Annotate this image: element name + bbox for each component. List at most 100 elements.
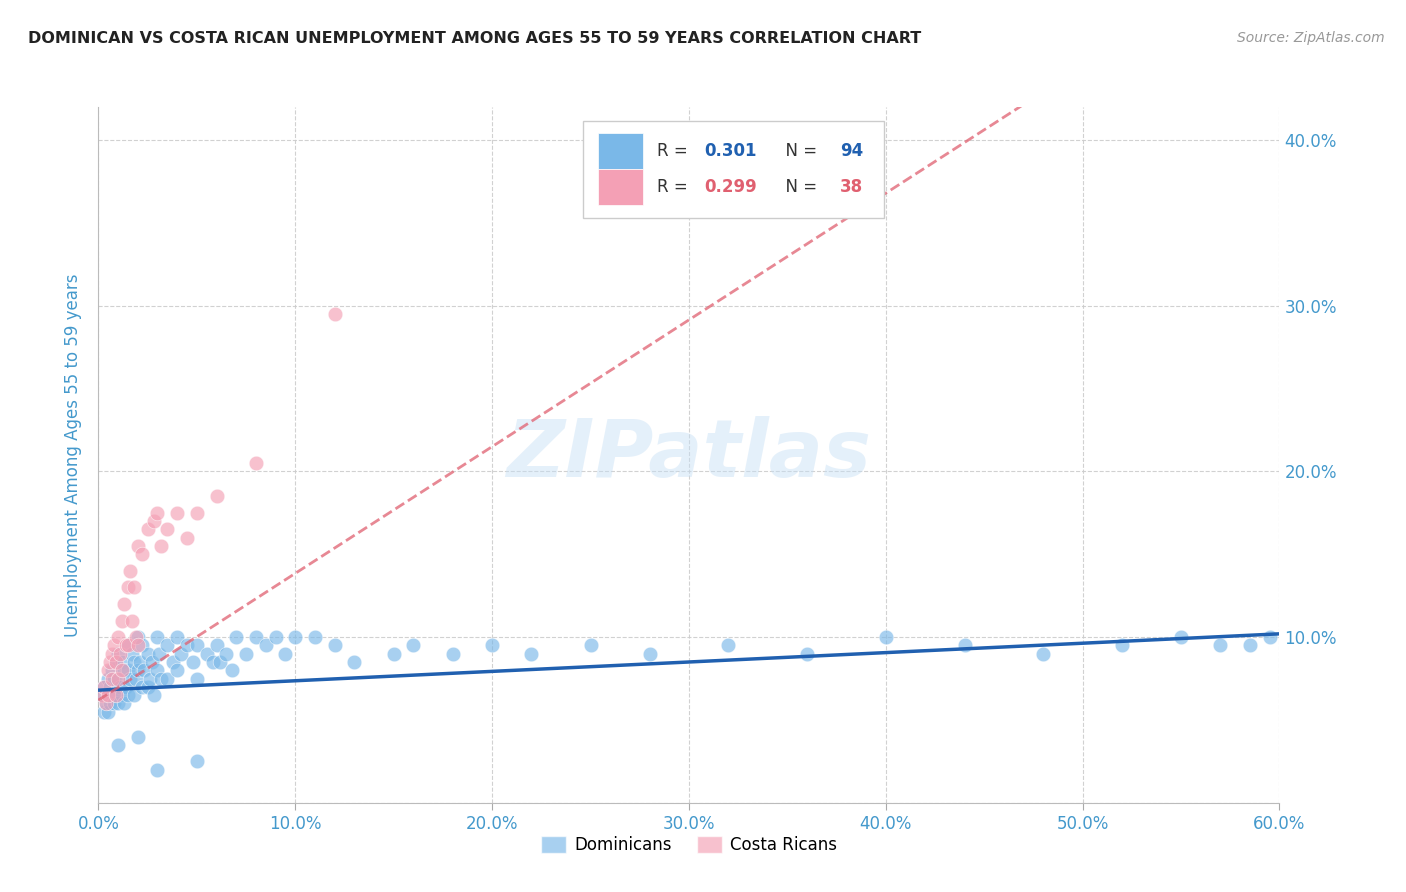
Point bbox=[1170, 630, 1192, 644]
Point bbox=[579, 639, 602, 653]
Point bbox=[96, 697, 118, 711]
Point bbox=[274, 647, 297, 661]
Point bbox=[122, 688, 145, 702]
Point bbox=[235, 647, 257, 661]
Text: 0.301: 0.301 bbox=[704, 142, 756, 160]
Text: R =: R = bbox=[657, 178, 693, 196]
Point bbox=[166, 663, 188, 677]
Point bbox=[1111, 639, 1133, 653]
Point bbox=[127, 730, 149, 744]
Point bbox=[1032, 647, 1054, 661]
Point bbox=[186, 755, 208, 769]
Point bbox=[91, 688, 114, 702]
Point bbox=[156, 672, 179, 686]
Point bbox=[122, 581, 145, 595]
Y-axis label: Unemployment Among Ages 55 to 59 years: Unemployment Among Ages 55 to 59 years bbox=[65, 273, 83, 637]
Point bbox=[176, 531, 198, 545]
Point bbox=[117, 663, 139, 677]
Point bbox=[115, 680, 138, 694]
Point bbox=[146, 630, 169, 644]
Point bbox=[111, 655, 134, 669]
Point bbox=[107, 672, 129, 686]
Point bbox=[108, 647, 131, 661]
Point bbox=[103, 639, 125, 653]
Point bbox=[103, 697, 125, 711]
Point bbox=[107, 738, 129, 752]
Point bbox=[138, 672, 160, 686]
Text: N =: N = bbox=[775, 142, 823, 160]
Point bbox=[97, 688, 120, 702]
Point bbox=[97, 663, 120, 677]
Point bbox=[186, 506, 208, 520]
Point bbox=[146, 506, 169, 520]
Point bbox=[148, 647, 170, 661]
Point bbox=[112, 663, 135, 677]
Point bbox=[97, 688, 120, 702]
Point bbox=[128, 655, 150, 669]
Point bbox=[117, 688, 139, 702]
Point bbox=[717, 639, 740, 653]
Point bbox=[166, 506, 188, 520]
Point bbox=[103, 672, 125, 686]
Point bbox=[170, 647, 193, 661]
Point bbox=[132, 663, 155, 677]
Point bbox=[91, 688, 114, 702]
Point bbox=[343, 655, 366, 669]
Point bbox=[323, 639, 346, 653]
FancyBboxPatch shape bbox=[582, 121, 884, 219]
Point bbox=[121, 614, 143, 628]
Point bbox=[201, 655, 224, 669]
Point bbox=[107, 647, 129, 661]
Point bbox=[98, 697, 121, 711]
Point bbox=[205, 639, 228, 653]
Point bbox=[107, 697, 129, 711]
Point bbox=[131, 680, 153, 694]
Point bbox=[638, 647, 661, 661]
Point bbox=[93, 680, 115, 694]
Point bbox=[1239, 639, 1261, 653]
Point bbox=[111, 614, 134, 628]
Point bbox=[402, 639, 425, 653]
Point bbox=[122, 655, 145, 669]
Point bbox=[117, 639, 139, 653]
Point bbox=[304, 630, 326, 644]
Point bbox=[136, 680, 159, 694]
Point bbox=[101, 688, 124, 702]
Text: ZIPatlas: ZIPatlas bbox=[506, 416, 872, 494]
Point bbox=[127, 663, 149, 677]
FancyBboxPatch shape bbox=[598, 133, 643, 169]
Point bbox=[1258, 630, 1281, 644]
Point bbox=[146, 663, 169, 677]
Point bbox=[162, 655, 184, 669]
Point bbox=[225, 630, 247, 644]
Point bbox=[142, 514, 165, 528]
Point bbox=[125, 630, 148, 644]
Point bbox=[195, 647, 218, 661]
Point bbox=[1209, 639, 1232, 653]
Point bbox=[141, 655, 163, 669]
Point bbox=[127, 539, 149, 553]
Point bbox=[205, 489, 228, 503]
Point bbox=[136, 523, 159, 537]
Text: R =: R = bbox=[657, 142, 693, 160]
Point bbox=[245, 456, 267, 470]
Point bbox=[131, 547, 153, 561]
Point bbox=[98, 680, 121, 694]
Point bbox=[186, 639, 208, 653]
Point bbox=[111, 663, 134, 677]
Text: DOMINICAN VS COSTA RICAN UNEMPLOYMENT AMONG AGES 55 TO 59 YEARS CORRELATION CHAR: DOMINICAN VS COSTA RICAN UNEMPLOYMENT AM… bbox=[28, 31, 921, 46]
Point bbox=[796, 647, 818, 661]
Point bbox=[176, 639, 198, 653]
Point bbox=[117, 581, 139, 595]
Point bbox=[209, 655, 232, 669]
Point bbox=[127, 639, 149, 653]
Point bbox=[105, 655, 128, 669]
Text: 94: 94 bbox=[841, 142, 863, 160]
Text: 38: 38 bbox=[841, 178, 863, 196]
Text: N =: N = bbox=[775, 178, 823, 196]
Point bbox=[131, 639, 153, 653]
Point bbox=[118, 564, 141, 578]
Point bbox=[254, 639, 277, 653]
Point bbox=[112, 597, 135, 611]
FancyBboxPatch shape bbox=[598, 169, 643, 205]
